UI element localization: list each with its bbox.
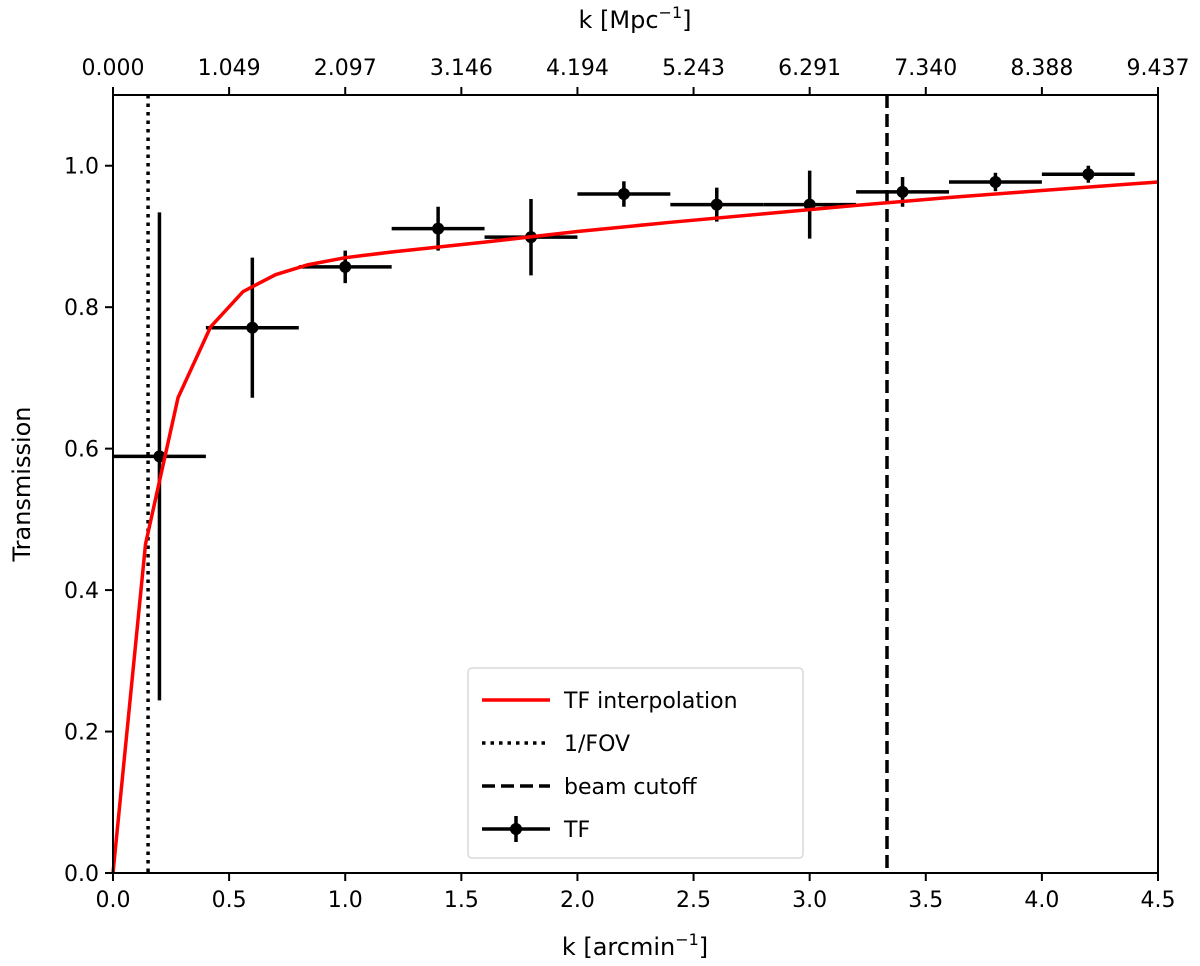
legend: TF interpolation 1/FOV beam cutoff TF <box>467 667 804 859</box>
y-tick-label: 0.6 <box>64 438 99 463</box>
x-tick-label: 2.5 <box>676 888 711 913</box>
y-tick-label: 0.2 <box>64 721 99 746</box>
top-x-tick-label: 9.437 <box>1127 56 1190 81</box>
y-tick-label: 0.8 <box>64 296 99 321</box>
tf-point <box>153 450 166 463</box>
x-tick-label: 3.0 <box>792 888 827 913</box>
tf-point <box>246 321 259 334</box>
top-x-tick-label: 5.243 <box>662 56 725 81</box>
tf-point <box>710 198 723 211</box>
x-tick-label: 4.0 <box>1024 888 1059 913</box>
legend-label: TF interpolation <box>563 689 738 714</box>
legend-box <box>467 667 804 859</box>
legend-label: TF <box>563 818 590 843</box>
x-tick-label: 0.5 <box>212 888 247 913</box>
top-x-tick-label: 0.000 <box>82 56 145 81</box>
x-tick-label: 3.5 <box>908 888 943 913</box>
top-x-tick-label: 8.388 <box>1010 56 1073 81</box>
tf-point <box>432 222 445 235</box>
legend-label: beam cutoff <box>564 775 698 800</box>
x-tick-label: 1.0 <box>328 888 363 913</box>
y-tick-label: 1.0 <box>64 155 99 180</box>
top-x-tick-label: 1.049 <box>198 56 261 81</box>
top-x-tick-label: 3.146 <box>430 56 493 81</box>
plot-frame <box>112 94 1159 874</box>
tf-point <box>339 260 352 273</box>
tf-interpolation-line <box>111 180 1159 874</box>
legend-label: 1/FOV <box>564 732 630 757</box>
legend-swatch-marker <box>510 823 522 835</box>
tf-point <box>1082 168 1095 181</box>
y-tick-label: 0.0 <box>64 862 99 887</box>
y-tick-label: 0.4 <box>64 579 99 604</box>
x-axis-label: k [arcmin−1] <box>562 930 708 961</box>
top-x-tick-label: 6.291 <box>778 56 841 81</box>
tf-point <box>617 188 630 201</box>
x-tick-label: 4.5 <box>1141 888 1176 913</box>
x-tick-label: 0.0 <box>96 888 131 913</box>
x-tick-label: 2.0 <box>560 888 595 913</box>
top-x-tick-label: 4.194 <box>546 56 609 81</box>
tf-point <box>896 185 909 198</box>
tf-point <box>989 175 1002 188</box>
top-x-tick-label: 2.097 <box>314 56 377 81</box>
y-axis-label: Transmission <box>8 406 36 562</box>
top-x-tick-label: 7.340 <box>894 56 957 81</box>
x-tick-label: 1.5 <box>444 888 479 913</box>
top-x-axis-label: k [Mpc−1] <box>579 3 692 34</box>
